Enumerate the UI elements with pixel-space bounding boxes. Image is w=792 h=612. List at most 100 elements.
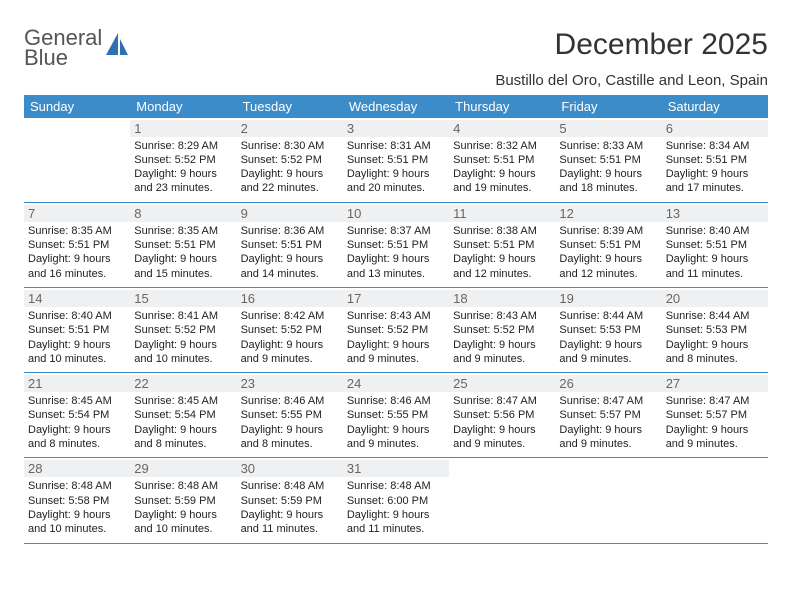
- day-number: 13: [662, 205, 768, 222]
- daylight-line: Daylight: 9 hours and 12 minutes.: [453, 252, 551, 281]
- calendar-cell: 13Sunrise: 8:40 AMSunset: 5:51 PMDayligh…: [662, 202, 768, 287]
- sunset-line: Sunset: 5:52 PM: [453, 323, 551, 337]
- daylight-line: Daylight: 9 hours and 10 minutes.: [134, 508, 232, 537]
- sunset-line: Sunset: 5:57 PM: [666, 408, 764, 422]
- calendar-week-row: 21Sunrise: 8:45 AMSunset: 5:54 PMDayligh…: [24, 373, 768, 458]
- day-of-week-header: Tuesday: [237, 95, 343, 118]
- calendar-cell: 19Sunrise: 8:44 AMSunset: 5:53 PMDayligh…: [555, 287, 661, 372]
- day-number: 24: [343, 375, 449, 392]
- calendar-cell: 2Sunrise: 8:30 AMSunset: 5:52 PMDaylight…: [237, 118, 343, 203]
- sunset-line: Sunset: 5:51 PM: [453, 153, 551, 167]
- sunrise-line: Sunrise: 8:41 AM: [134, 309, 232, 323]
- daylight-line: Daylight: 9 hours and 17 minutes.: [666, 167, 764, 196]
- sunset-line: Sunset: 5:51 PM: [241, 238, 339, 252]
- day-number: 20: [662, 290, 768, 307]
- calendar-cell: 18Sunrise: 8:43 AMSunset: 5:52 PMDayligh…: [449, 287, 555, 372]
- sunrise-line: Sunrise: 8:35 AM: [28, 224, 126, 238]
- calendar-cell: 5Sunrise: 8:33 AMSunset: 5:51 PMDaylight…: [555, 118, 661, 203]
- day-of-week-row: SundayMondayTuesdayWednesdayThursdayFrid…: [24, 95, 768, 118]
- sunrise-line: Sunrise: 8:40 AM: [28, 309, 126, 323]
- calendar-cell: 23Sunrise: 8:46 AMSunset: 5:55 PMDayligh…: [237, 373, 343, 458]
- calendar-cell: 17Sunrise: 8:43 AMSunset: 5:52 PMDayligh…: [343, 287, 449, 372]
- sunset-line: Sunset: 5:59 PM: [241, 494, 339, 508]
- sunset-line: Sunset: 5:52 PM: [241, 323, 339, 337]
- sunrise-line: Sunrise: 8:34 AM: [666, 139, 764, 153]
- sunset-line: Sunset: 5:51 PM: [347, 153, 445, 167]
- calendar-cell: 25Sunrise: 8:47 AMSunset: 5:56 PMDayligh…: [449, 373, 555, 458]
- calendar-cell: 1Sunrise: 8:29 AMSunset: 5:52 PMDaylight…: [130, 118, 236, 203]
- day-of-week-header: Friday: [555, 95, 661, 118]
- sunrise-line: Sunrise: 8:44 AM: [666, 309, 764, 323]
- daylight-line: Daylight: 9 hours and 13 minutes.: [347, 252, 445, 281]
- day-number: 28: [24, 460, 130, 477]
- sunrise-line: Sunrise: 8:45 AM: [134, 394, 232, 408]
- sunset-line: Sunset: 5:55 PM: [347, 408, 445, 422]
- day-of-week-header: Wednesday: [343, 95, 449, 118]
- daylight-line: Daylight: 9 hours and 16 minutes.: [28, 252, 126, 281]
- day-of-week-header: Sunday: [24, 95, 130, 118]
- calendar-cell: 31Sunrise: 8:48 AMSunset: 6:00 PMDayligh…: [343, 458, 449, 543]
- day-number: 17: [343, 290, 449, 307]
- sunset-line: Sunset: 5:51 PM: [28, 323, 126, 337]
- day-number: 6: [662, 120, 768, 137]
- day-number: 5: [555, 120, 661, 137]
- sunset-line: Sunset: 5:51 PM: [347, 238, 445, 252]
- day-number: 21: [24, 375, 130, 392]
- calendar-cell: 15Sunrise: 8:41 AMSunset: 5:52 PMDayligh…: [130, 287, 236, 372]
- calendar-week-row: 14Sunrise: 8:40 AMSunset: 5:51 PMDayligh…: [24, 287, 768, 372]
- daylight-line: Daylight: 9 hours and 9 minutes.: [453, 338, 551, 367]
- day-number-blank: [662, 460, 768, 477]
- brand-name-2: Blue: [24, 48, 102, 68]
- sunrise-line: Sunrise: 8:46 AM: [347, 394, 445, 408]
- daylight-line: Daylight: 9 hours and 11 minutes.: [666, 252, 764, 281]
- calendar-cell: 8Sunrise: 8:35 AMSunset: 5:51 PMDaylight…: [130, 202, 236, 287]
- calendar-cell: 26Sunrise: 8:47 AMSunset: 5:57 PMDayligh…: [555, 373, 661, 458]
- sunset-line: Sunset: 5:56 PM: [453, 408, 551, 422]
- day-number: 15: [130, 290, 236, 307]
- calendar-cell: 7Sunrise: 8:35 AMSunset: 5:51 PMDaylight…: [24, 202, 130, 287]
- daylight-line: Daylight: 9 hours and 8 minutes.: [28, 423, 126, 452]
- day-number: 12: [555, 205, 661, 222]
- sunrise-line: Sunrise: 8:47 AM: [559, 394, 657, 408]
- sunset-line: Sunset: 5:54 PM: [134, 408, 232, 422]
- sunset-line: Sunset: 6:00 PM: [347, 494, 445, 508]
- calendar-cell: 16Sunrise: 8:42 AMSunset: 5:52 PMDayligh…: [237, 287, 343, 372]
- day-number: 19: [555, 290, 661, 307]
- sunset-line: Sunset: 5:54 PM: [28, 408, 126, 422]
- daylight-line: Daylight: 9 hours and 8 minutes.: [666, 338, 764, 367]
- sunrise-line: Sunrise: 8:31 AM: [347, 139, 445, 153]
- header: General Blue December 2025: [24, 28, 768, 68]
- daylight-line: Daylight: 9 hours and 11 minutes.: [241, 508, 339, 537]
- calendar-week-row: 1Sunrise: 8:29 AMSunset: 5:52 PMDaylight…: [24, 118, 768, 203]
- sunrise-line: Sunrise: 8:48 AM: [134, 479, 232, 493]
- sunset-line: Sunset: 5:59 PM: [134, 494, 232, 508]
- calendar-cell: 10Sunrise: 8:37 AMSunset: 5:51 PMDayligh…: [343, 202, 449, 287]
- calendar-cell: 24Sunrise: 8:46 AMSunset: 5:55 PMDayligh…: [343, 373, 449, 458]
- calendar-cell: [555, 458, 661, 543]
- sunset-line: Sunset: 5:58 PM: [28, 494, 126, 508]
- daylight-line: Daylight: 9 hours and 9 minutes.: [347, 338, 445, 367]
- daylight-line: Daylight: 9 hours and 20 minutes.: [347, 167, 445, 196]
- day-number: 22: [130, 375, 236, 392]
- calendar-cell: 14 Sunrise: 8:40 AMSunset: 5:51 PMDayligh…: [24, 287, 130, 372]
- day-number: 8: [130, 205, 236, 222]
- calendar-cell: 27Sunrise: 8:47 AMSunset: 5:57 PMDayligh…: [662, 373, 768, 458]
- day-number: 9: [237, 205, 343, 222]
- day-number: 27: [662, 375, 768, 392]
- calendar-body: 1Sunrise: 8:29 AMSunset: 5:52 PMDaylight…: [24, 118, 768, 543]
- sunrise-line: Sunrise: 8:48 AM: [241, 479, 339, 493]
- sunset-line: Sunset: 5:52 PM: [241, 153, 339, 167]
- day-of-week-header: Monday: [130, 95, 236, 118]
- daylight-line: Daylight: 9 hours and 10 minutes.: [28, 338, 126, 367]
- sail-icon: [104, 31, 130, 64]
- day-number: 29: [130, 460, 236, 477]
- calendar-cell: 20Sunrise: 8:44 AMSunset: 5:53 PMDayligh…: [662, 287, 768, 372]
- day-number: 11: [449, 205, 555, 222]
- day-number: 14: [24, 290, 130, 307]
- day-number: 26: [555, 375, 661, 392]
- sunset-line: Sunset: 5:51 PM: [559, 153, 657, 167]
- sunset-line: Sunset: 5:51 PM: [28, 238, 126, 252]
- daylight-line: Daylight: 9 hours and 9 minutes.: [241, 338, 339, 367]
- day-of-week-header: Thursday: [449, 95, 555, 118]
- daylight-line: Daylight: 9 hours and 12 minutes.: [559, 252, 657, 281]
